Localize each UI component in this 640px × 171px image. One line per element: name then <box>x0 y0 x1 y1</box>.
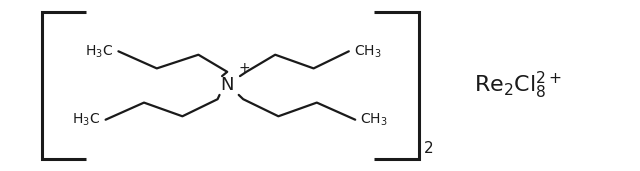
Text: H$_3$C: H$_3$C <box>72 111 100 128</box>
Text: Re$_2$Cl$_8^{2+}$: Re$_2$Cl$_8^{2+}$ <box>474 70 562 101</box>
Text: H$_3$C: H$_3$C <box>85 43 113 60</box>
Text: +: + <box>239 61 250 75</box>
Text: N: N <box>220 76 234 95</box>
Text: CH$_3$: CH$_3$ <box>360 111 388 128</box>
Text: CH$_3$: CH$_3$ <box>354 43 381 60</box>
Text: 2: 2 <box>424 141 434 156</box>
